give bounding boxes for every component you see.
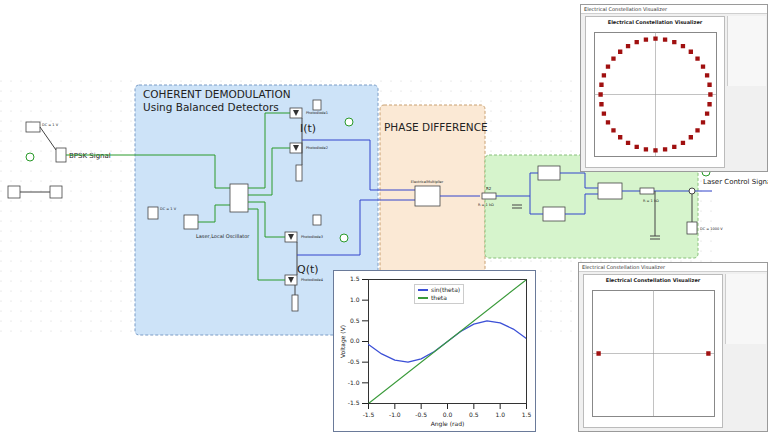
svg-text:R2: R2 [486, 186, 492, 191]
svg-text:-1.0: -1.0 [348, 379, 360, 386]
svg-text:Voltage (V): Voltage (V) [339, 325, 347, 358]
html-text:Electrical Constellation Visua: Electrical Constellation Visualizer [607, 19, 703, 25]
svg-text:-1.0: -1.0 [389, 411, 401, 418]
svg-text:DC = 1 V: DC = 1 V [42, 123, 59, 127]
svg-text:0.5: 0.5 [469, 411, 479, 418]
html-text:Electrical Constellation Visua: Electrical Constellation Visualizer [584, 6, 667, 12]
svg-text:Laser Control Signal: Laser Control Signal [703, 178, 768, 186]
svg-text:1.5: 1.5 [522, 411, 532, 418]
svg-text:BPSK Signal: BPSK Signal [69, 152, 111, 160]
svg-text:Photodiode1: Photodiode1 [306, 111, 328, 115]
svg-text:ElectricalMultiplier: ElectricalMultiplier [411, 180, 444, 184]
svg-text:R = 1 kΩ: R = 1 kΩ [478, 203, 494, 207]
svg-text:1.0: 1.0 [350, 296, 360, 303]
svg-text:1.0: 1.0 [495, 411, 505, 418]
svg-text:Photodiode4: Photodiode4 [301, 278, 324, 282]
svg-text:R = 1 kΩ: R = 1 kΩ [643, 199, 659, 203]
svg-text:Angle (rad): Angle (rad) [431, 420, 465, 428]
html-text:Electrical Constellation Visua: Electrical Constellation Visualizer [582, 264, 665, 270]
svg-text:COHERENT DEMODULATION: COHERENT DEMODULATION [143, 88, 291, 100]
html-text:theta: theta [431, 294, 447, 301]
svg-text:0.0: 0.0 [443, 411, 453, 418]
svg-text:Using Balanced Detectors: Using Balanced Detectors [143, 101, 279, 113]
svg-text:DC = 1000 V: DC = 1000 V [700, 227, 723, 231]
svg-text:Laser,Local Oscillator: Laser,Local Oscillator [196, 233, 250, 239]
svg-text:PHASE DIFFERENCE: PHASE DIFFERENCE [384, 121, 488, 133]
svg-text:-1.5: -1.5 [348, 399, 360, 406]
svg-text:Photodiode2: Photodiode2 [306, 146, 328, 150]
svg-text:Q(t): Q(t) [297, 263, 319, 276]
svg-text:Photodiode3: Photodiode3 [301, 235, 323, 239]
svg-text:I(t): I(t) [300, 122, 316, 135]
svg-text:-0.5: -0.5 [415, 411, 427, 418]
html-text:Electrical Constellation Visua: Electrical Constellation Visualizer [605, 277, 701, 283]
svg-text:DC = 1 V: DC = 1 V [160, 207, 177, 211]
svg-text:-0.5: -0.5 [348, 358, 360, 365]
svg-text:0.5: 0.5 [350, 317, 360, 324]
svg-text:1.5: 1.5 [350, 275, 360, 282]
svg-text:0.0: 0.0 [350, 337, 360, 344]
html-text:sin(theta): sin(theta) [431, 286, 461, 293]
svg-text:-1.5: -1.5 [363, 411, 375, 418]
